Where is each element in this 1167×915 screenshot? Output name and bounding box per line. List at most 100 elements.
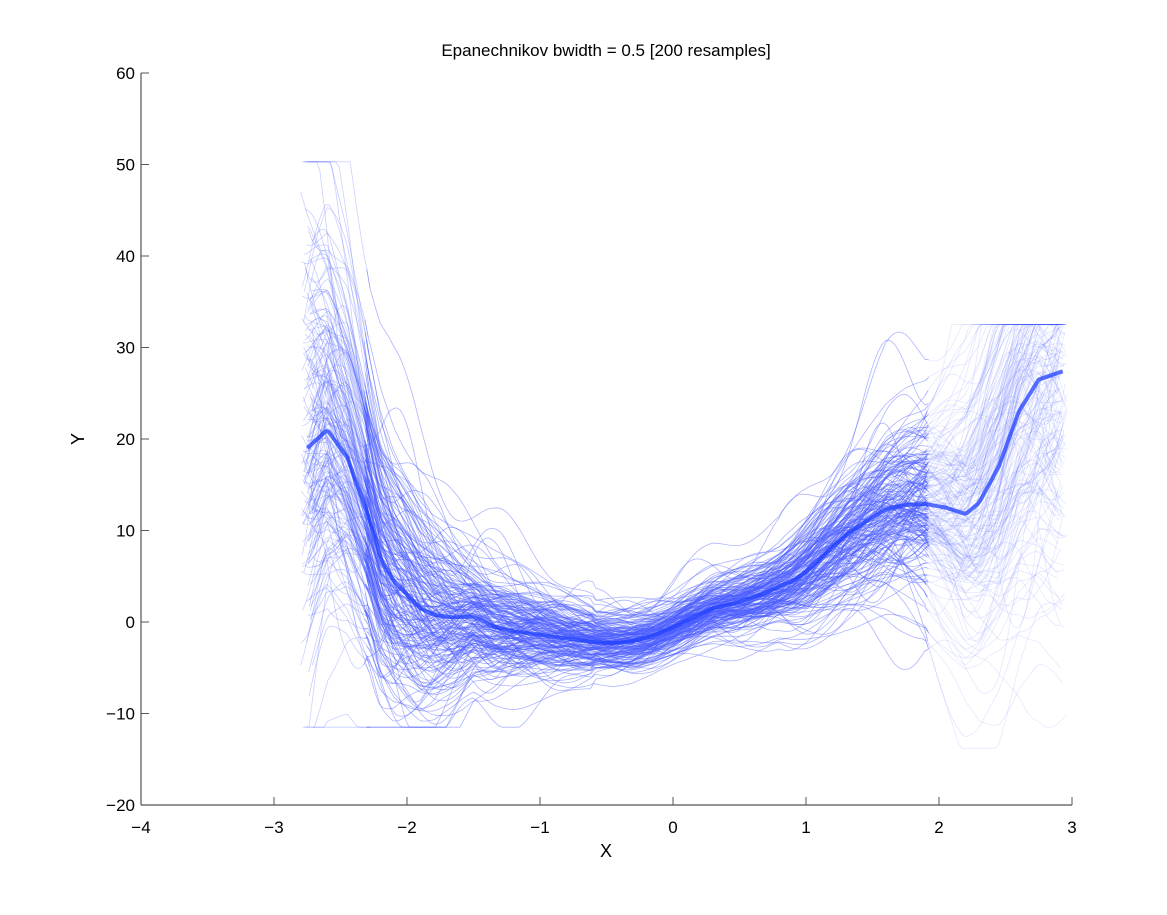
resample-curve bbox=[303, 352, 368, 485]
resample-curve bbox=[924, 324, 1062, 532]
resample-curve bbox=[366, 498, 930, 655]
resample-curve bbox=[365, 470, 929, 650]
resample-curve bbox=[311, 402, 369, 515]
resample-curve bbox=[364, 445, 927, 665]
resample-curve bbox=[364, 461, 927, 663]
resample-curve bbox=[925, 324, 1066, 439]
resample-curve bbox=[923, 324, 1063, 452]
resample-curve bbox=[300, 191, 368, 419]
resample-curve bbox=[306, 586, 370, 661]
resample-curve bbox=[365, 545, 928, 688]
resample-curve bbox=[307, 523, 369, 577]
resample-curve bbox=[306, 161, 371, 448]
resample-curve bbox=[366, 507, 929, 659]
resample-curve bbox=[364, 443, 927, 650]
resample-curve bbox=[363, 550, 927, 667]
resample-curve bbox=[364, 503, 928, 657]
resample-curve bbox=[306, 435, 371, 542]
resample-curve bbox=[304, 346, 369, 521]
y-tick-label: −20 bbox=[106, 796, 135, 815]
resample-curve bbox=[311, 348, 370, 427]
resample-curve bbox=[306, 292, 371, 420]
resample-curve bbox=[366, 507, 929, 651]
resample-curve bbox=[923, 412, 1068, 548]
resample-curve bbox=[366, 407, 929, 615]
resample-curve bbox=[923, 324, 1061, 459]
resample-curve bbox=[312, 405, 370, 486]
resample-curve bbox=[922, 324, 1063, 436]
resample-curve bbox=[924, 324, 1062, 511]
resample-curve bbox=[364, 558, 927, 725]
resample-curve bbox=[310, 583, 371, 652]
resample-curve bbox=[309, 307, 370, 427]
resample-curve bbox=[922, 324, 1063, 458]
resample-curve bbox=[363, 471, 927, 650]
resample-curve bbox=[925, 324, 1059, 437]
resample-curve bbox=[922, 638, 1063, 726]
resample-curve bbox=[309, 465, 370, 515]
resample-curve bbox=[924, 538, 1062, 650]
resample-curve bbox=[924, 324, 1059, 509]
resample-curve bbox=[366, 560, 929, 689]
resample-curve bbox=[308, 328, 369, 482]
resample-curve bbox=[925, 488, 1066, 547]
resample-curve bbox=[307, 491, 369, 573]
resample-curve bbox=[311, 336, 370, 439]
resample-curve bbox=[303, 321, 371, 411]
resample-curve bbox=[923, 434, 1064, 562]
resample-curve bbox=[925, 324, 1062, 502]
resample-curve bbox=[303, 446, 371, 504]
resample-curve bbox=[307, 417, 368, 525]
resample-curve bbox=[309, 520, 370, 646]
resample-curve bbox=[312, 531, 370, 563]
resample-curve bbox=[923, 476, 1060, 597]
resample-curve bbox=[307, 346, 368, 494]
resample-curve bbox=[365, 538, 929, 663]
resample-curve bbox=[924, 489, 1065, 643]
resample-curve bbox=[366, 474, 929, 632]
resample-curve bbox=[925, 356, 1063, 517]
resample-curve bbox=[923, 333, 1061, 549]
resample-curve bbox=[924, 387, 1059, 567]
resample-curve bbox=[922, 397, 1064, 504]
resample-curve bbox=[307, 713, 371, 728]
resample-curve bbox=[364, 507, 927, 650]
resample-curve bbox=[365, 549, 929, 728]
resample-curve bbox=[922, 572, 1063, 651]
resample-curve bbox=[364, 512, 927, 671]
resample-curve bbox=[364, 476, 927, 672]
resample-curve bbox=[367, 529, 930, 728]
resample-curve bbox=[925, 489, 1066, 579]
resample-curve bbox=[366, 538, 930, 661]
resample-curve bbox=[302, 456, 370, 571]
resample-curve bbox=[312, 552, 370, 578]
resample-curve bbox=[366, 498, 930, 658]
resample-curve bbox=[313, 476, 371, 545]
x-tick-label: −4 bbox=[131, 818, 150, 837]
resample-curve bbox=[923, 433, 1061, 485]
resample-curve bbox=[309, 440, 371, 547]
resample-curve bbox=[303, 161, 371, 289]
resample-curve bbox=[311, 380, 369, 470]
resample-curve bbox=[925, 324, 1059, 406]
resample-curve bbox=[313, 516, 371, 534]
resample-curve bbox=[922, 369, 1057, 593]
resample-curve bbox=[308, 482, 370, 542]
resample-curve bbox=[307, 421, 371, 489]
resample-curve bbox=[303, 207, 368, 366]
resample-curve bbox=[364, 411, 928, 635]
resample-curve bbox=[925, 424, 1059, 562]
resample-curve bbox=[364, 604, 927, 722]
resample-curve bbox=[306, 536, 371, 643]
resample-curve bbox=[924, 626, 1062, 669]
resample-curve bbox=[300, 568, 368, 644]
resample-curve bbox=[306, 417, 371, 540]
resample-curve bbox=[365, 393, 928, 625]
resample-curve bbox=[310, 342, 371, 422]
resample-curve bbox=[366, 528, 929, 673]
resample-curve bbox=[923, 326, 1061, 546]
resample-curve bbox=[925, 346, 1066, 499]
resample-curve bbox=[925, 333, 1059, 481]
resample-curve bbox=[303, 367, 371, 492]
resample-curve bbox=[923, 324, 1057, 464]
